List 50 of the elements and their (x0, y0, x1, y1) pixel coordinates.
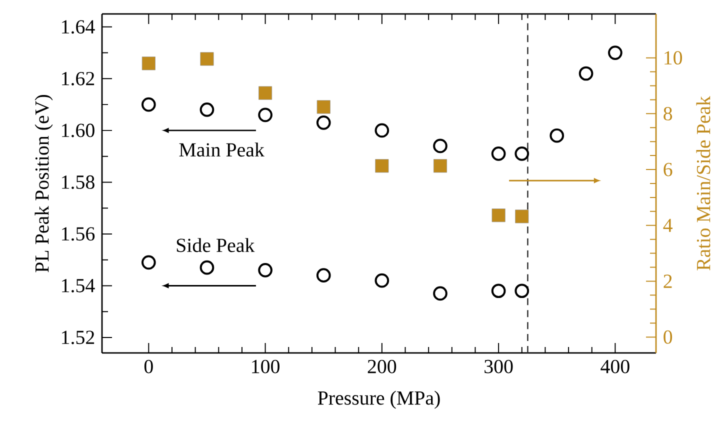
y2-tick-label: 8 (664, 106, 672, 120)
y-tick-label: 1.58 (62, 175, 94, 189)
y-tick-label: 1.56 (62, 227, 95, 241)
annotation: Side Peak (176, 238, 255, 252)
point (375, 159, 389, 173)
y-tick-label: 1.62 (62, 72, 94, 86)
point (316, 268, 331, 283)
y-tick-label: 1.52 (62, 330, 94, 344)
x-tick-label: 200 (368, 360, 396, 374)
point (433, 159, 448, 173)
point (515, 210, 529, 224)
point (142, 56, 156, 70)
point (141, 97, 156, 112)
point (491, 146, 506, 161)
point (550, 128, 564, 143)
point (514, 284, 530, 298)
y2-tick-label: 0 (664, 330, 672, 344)
point (492, 208, 506, 222)
point (258, 263, 272, 278)
point (578, 66, 594, 81)
point (258, 108, 272, 122)
point (316, 116, 331, 130)
y-tick-label: 1.54 (62, 278, 95, 292)
x-tick-label: 100 (252, 360, 280, 374)
annotation: Main Peak (179, 142, 264, 157)
point (200, 52, 214, 66)
point (316, 100, 330, 114)
point (491, 284, 506, 298)
y-tick-label: 1.60 (62, 124, 94, 138)
x-tick-label: 300 (484, 360, 513, 374)
point (200, 260, 214, 275)
y2-axis-title: Ratio Main/Side Peak (696, 96, 710, 270)
point (374, 123, 390, 138)
point (433, 138, 448, 154)
y2-tick-label: 6 (664, 162, 672, 176)
x-tick-label: 400 (600, 360, 630, 374)
point (374, 273, 390, 288)
y2-tick-label: 2 (664, 274, 672, 288)
x-tick-label: 0 (144, 360, 153, 374)
y-axis-title: PL Peak Position (eV) (34, 94, 53, 272)
point (433, 286, 448, 301)
y-tick-label: 1.64 (62, 20, 95, 34)
point (200, 102, 214, 117)
x-axis-title: Pressure (MPa) (318, 390, 440, 409)
point (258, 86, 272, 100)
point (608, 46, 622, 60)
y2-tick-label: 10 (664, 51, 682, 65)
point (514, 146, 530, 161)
y2-tick-label: 4 (663, 218, 673, 232)
point (141, 255, 156, 270)
